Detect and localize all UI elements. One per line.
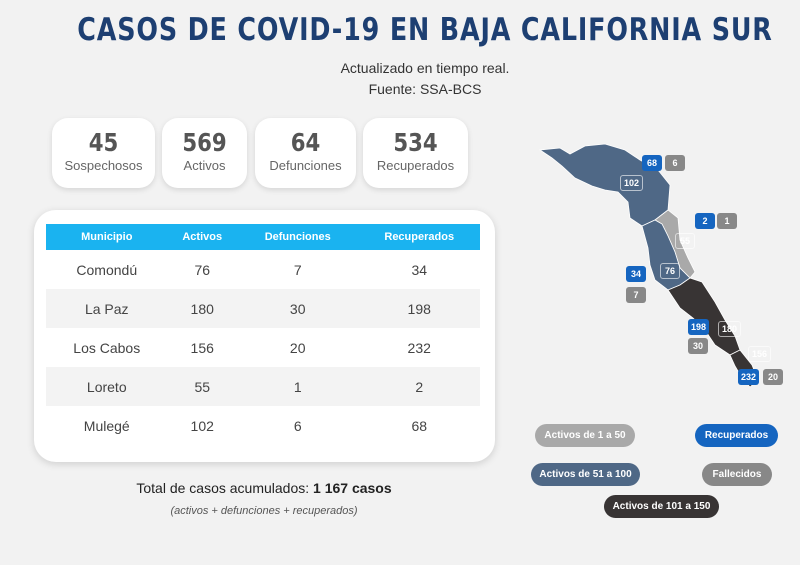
total-cases: Total de casos acumulados: 1 167 casos <box>0 480 528 496</box>
stat-value: 45 <box>88 128 119 157</box>
legend-active-51-100: Activos de 51 a 100 <box>531 463 640 486</box>
stat-label: Sospechosos <box>64 158 143 173</box>
total-value: 1 167 casos <box>313 480 392 496</box>
municipality-table-card: Municipio Activos Defunciones Recuperado… <box>34 210 495 462</box>
total-label: Total de casos acumulados: <box>136 480 310 496</box>
cell-recovered: 232 <box>407 339 431 356</box>
cell-active: 102 <box>190 417 214 434</box>
cell-deaths: 20 <box>289 339 306 356</box>
cell-deaths: 6 <box>293 417 302 434</box>
cell-municipality: Loreto <box>46 367 168 406</box>
table-row: Comondú 76 7 34 <box>46 250 480 289</box>
column-header: Activos <box>167 224 237 250</box>
lapaz-recovered-badge[interactable]: 198 <box>688 319 710 335</box>
cell-active: 156 <box>190 339 214 356</box>
mulege-active-badge[interactable]: 102 <box>620 175 644 191</box>
table-row: La Paz 180 30 198 <box>46 289 480 328</box>
column-header: Municipio <box>46 224 168 250</box>
stat-label: Defunciones <box>269 158 342 173</box>
comondu-recovered-badge[interactable]: 34 <box>626 266 646 282</box>
table-row: Mulegé 102 6 68 <box>46 406 480 445</box>
table-header-row: Municipio Activos Defunciones Recuperado… <box>46 224 480 250</box>
stat-card-recovered: 534 Recuperados <box>363 118 468 188</box>
loscabos-active-badge[interactable]: 156 <box>748 346 772 362</box>
stat-card-suspected: 45 Sospechosos <box>52 118 155 188</box>
cell-municipality: Los Cabos <box>73 339 141 356</box>
loreto-active-badge[interactable]: 55 <box>675 233 695 249</box>
cell-municipality: Mulegé <box>83 417 130 434</box>
legend-deaths: Fallecidos <box>702 463 772 486</box>
cell-recovered: 198 <box>358 289 480 328</box>
mulege-deaths-badge[interactable]: 6 <box>665 155 685 171</box>
lapaz-deaths-badge[interactable]: 30 <box>688 338 708 354</box>
stat-label: Recuperados <box>376 158 455 173</box>
stat-value: 534 <box>393 128 438 157</box>
cell-active: 76 <box>194 261 211 278</box>
stat-card-deaths: 64 Defunciones <box>255 118 356 188</box>
cell-municipality: La Paz <box>46 289 168 328</box>
source-note: Fuente: SSA-BCS <box>368 81 482 97</box>
cell-municipality: Comondú <box>76 261 138 278</box>
cell-active: 180 <box>167 289 237 328</box>
table-row: Loreto 55 1 2 <box>46 367 480 406</box>
stat-value: 64 <box>290 128 321 157</box>
cell-active: 55 <box>167 367 237 406</box>
stat-card-active: 569 Activos <box>162 118 247 188</box>
cell-recovered: 34 <box>411 261 428 278</box>
lapaz-active-badge[interactable]: 180 <box>718 321 742 337</box>
column-header: Defunciones <box>236 224 359 250</box>
legend-active-101-150: Activos de 101 a 150 <box>604 495 719 518</box>
loscabos-deaths-badge[interactable]: 20 <box>763 369 783 385</box>
cell-deaths: 7 <box>293 261 302 278</box>
loreto-recovered-badge[interactable]: 2 <box>695 213 715 229</box>
municipality-table: Municipio Activos Defunciones Recuperado… <box>46 224 480 445</box>
bcs-map: 68 6 102 2 1 55 34 7 76 198 30 180 232 2… <box>530 140 800 395</box>
cell-recovered: 2 <box>358 367 480 406</box>
cell-deaths: 1 <box>236 367 359 406</box>
column-header: Recuperados <box>358 224 480 250</box>
mulege-recovered-badge[interactable]: 68 <box>642 155 662 171</box>
stat-value: 569 <box>182 128 227 157</box>
table-row: Los Cabos 156 20 232 <box>46 328 480 367</box>
loreto-deaths-badge[interactable]: 1 <box>717 213 737 229</box>
legend-active-1-50: Activos de 1 a 50 <box>535 424 635 447</box>
legend-recovered: Recuperados <box>695 424 778 447</box>
comondu-active-badge[interactable]: 76 <box>660 263 680 279</box>
total-note: (activos + defunciones + recuperados) <box>170 505 358 517</box>
page-title: CASOS DE COVID-19 EN BAJA CALIFORNIA SUR <box>77 12 773 48</box>
comondu-deaths-badge[interactable]: 7 <box>626 287 646 303</box>
loscabos-recovered-badge[interactable]: 232 <box>738 369 760 385</box>
update-note: Actualizado en tiempo real. <box>340 60 510 76</box>
cell-deaths: 30 <box>236 289 359 328</box>
cell-recovered: 68 <box>411 417 428 434</box>
stat-label: Activos <box>183 158 226 173</box>
